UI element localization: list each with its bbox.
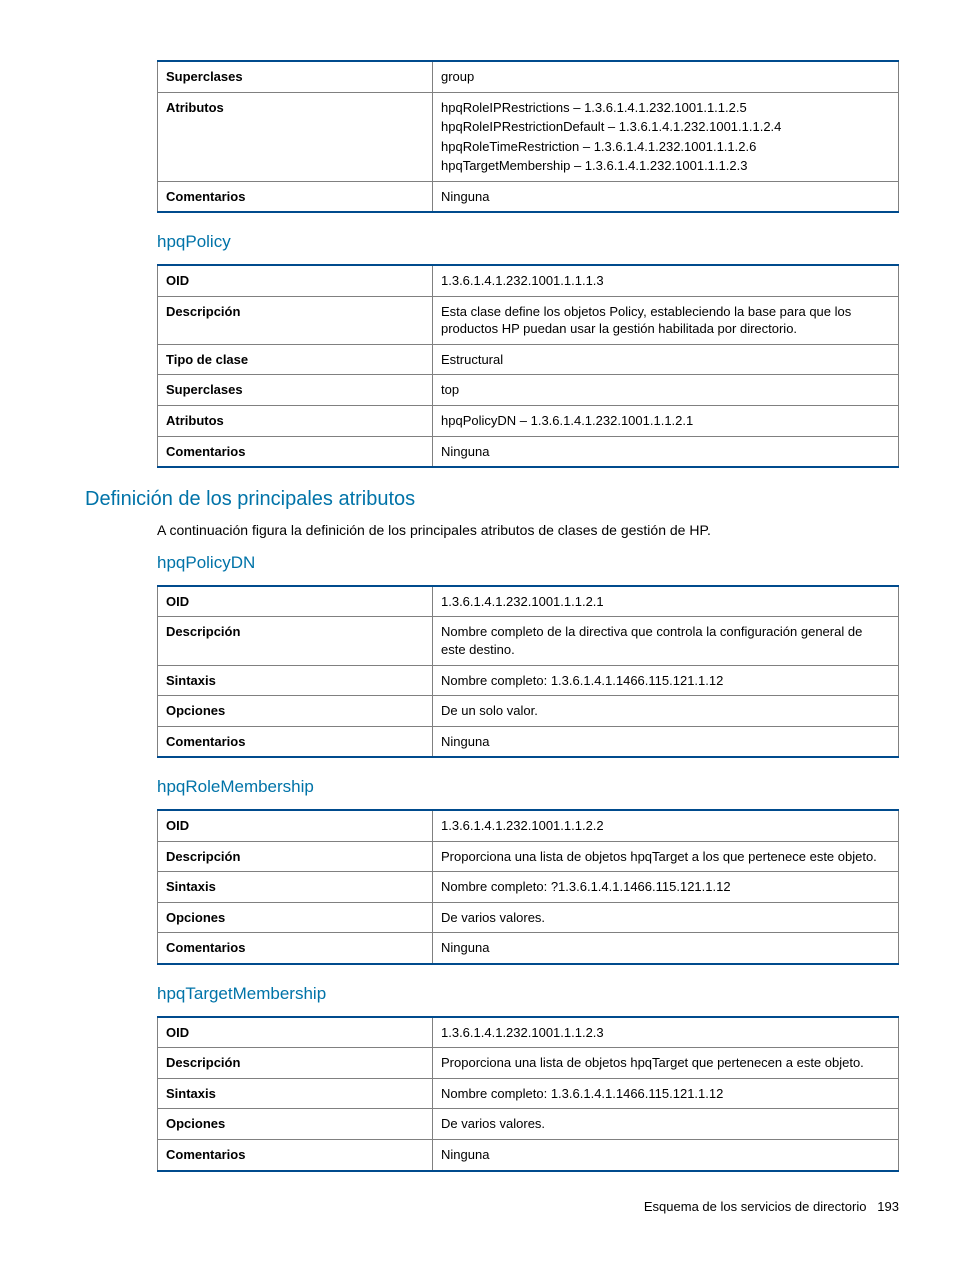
footer-page: 193 [877, 1199, 899, 1214]
row-label: Descripción [158, 841, 433, 872]
row-value: Nombre completo de la directiva que cont… [433, 617, 899, 665]
row-value: hpqPolicyDN – 1.3.6.1.4.1.232.1001.1.1.2… [433, 405, 899, 436]
row-label: Opciones [158, 696, 433, 727]
section-title: Definición de los principales atributos [85, 486, 899, 513]
row-value: Ninguna [433, 726, 899, 757]
row-label: Descripción [158, 1048, 433, 1079]
row-label: Comentarios [158, 1139, 433, 1170]
row-value: Estructural [433, 344, 899, 375]
row-label: Sintaxis [158, 872, 433, 903]
row-label: Descripción [158, 617, 433, 665]
row-label: OID [158, 265, 433, 296]
row-value: De varios valores. [433, 1109, 899, 1140]
heading-hpqpolicy: hpqPolicy [157, 231, 899, 254]
table-hpqrolemembership: OID 1.3.6.1.4.1.232.1001.1.1.2.2 Descrip… [157, 809, 899, 965]
row-label: Comentarios [158, 933, 433, 964]
heading-hpqpolicydn: hpqPolicyDN [157, 552, 899, 575]
row-value: Ninguna [433, 933, 899, 964]
row-label: Comentarios [158, 726, 433, 757]
row-value: 1.3.6.1.4.1.232.1001.1.1.2.1 [433, 586, 899, 617]
row-value: De varios valores. [433, 902, 899, 933]
row-label: OID [158, 1017, 433, 1048]
row-label: Superclases [158, 375, 433, 406]
heading-hpqtargetmembership: hpqTargetMembership [157, 983, 899, 1006]
row-value: 1.3.6.1.4.1.232.1001.1.1.2.2 [433, 810, 899, 841]
row-label: Atributos [158, 405, 433, 436]
row-value: Ninguna [433, 1139, 899, 1170]
row-label: Opciones [158, 1109, 433, 1140]
row-value: Nombre completo: 1.3.6.1.4.1.1466.115.12… [433, 665, 899, 696]
row-label: Descripción [158, 296, 433, 344]
row-value: 1.3.6.1.4.1.232.1001.1.1.1.3 [433, 265, 899, 296]
row-value: hpqRoleIPRestrictions – 1.3.6.1.4.1.232.… [433, 92, 899, 181]
heading-hpqrolemembership: hpqRoleMembership [157, 776, 899, 799]
row-value: 1.3.6.1.4.1.232.1001.1.1.2.3 [433, 1017, 899, 1048]
row-value: Nombre completo: 1.3.6.1.4.1.1466.115.12… [433, 1078, 899, 1109]
row-value: group [433, 61, 899, 92]
row-label: Superclases [158, 61, 433, 92]
row-label: Tipo de clase [158, 344, 433, 375]
table-hpqtargetmembership: OID 1.3.6.1.4.1.232.1001.1.1.2.3 Descrip… [157, 1016, 899, 1172]
row-value: Nombre completo: ?1.3.6.1.4.1.1466.115.1… [433, 872, 899, 903]
row-value: Esta clase define los objetos Policy, es… [433, 296, 899, 344]
footer-text: Esquema de los servicios de directorio [644, 1199, 867, 1214]
row-label: OID [158, 810, 433, 841]
row-label: Atributos [158, 92, 433, 181]
page-footer: Esquema de los servicios de directorio 1… [85, 1198, 899, 1216]
row-label: Sintaxis [158, 665, 433, 696]
row-value: Ninguna [433, 436, 899, 467]
table-hpqpolicy: OID 1.3.6.1.4.1.232.1001.1.1.1.3 Descrip… [157, 264, 899, 468]
row-label: OID [158, 586, 433, 617]
row-value: top [433, 375, 899, 406]
table-hpqpolicydn: OID 1.3.6.1.4.1.232.1001.1.1.2.1 Descrip… [157, 585, 899, 758]
section-intro: A continuación figura la definición de l… [157, 521, 899, 540]
table-continuation: Superclases group Atributos hpqRoleIPRes… [157, 60, 899, 213]
row-label: Comentarios [158, 436, 433, 467]
row-value: Proporciona una lista de objetos hpqTarg… [433, 841, 899, 872]
row-label: Sintaxis [158, 1078, 433, 1109]
row-value: Proporciona una lista de objetos hpqTarg… [433, 1048, 899, 1079]
row-label: Comentarios [158, 181, 433, 212]
row-label: Opciones [158, 902, 433, 933]
row-value: Ninguna [433, 181, 899, 212]
row-value: De un solo valor. [433, 696, 899, 727]
